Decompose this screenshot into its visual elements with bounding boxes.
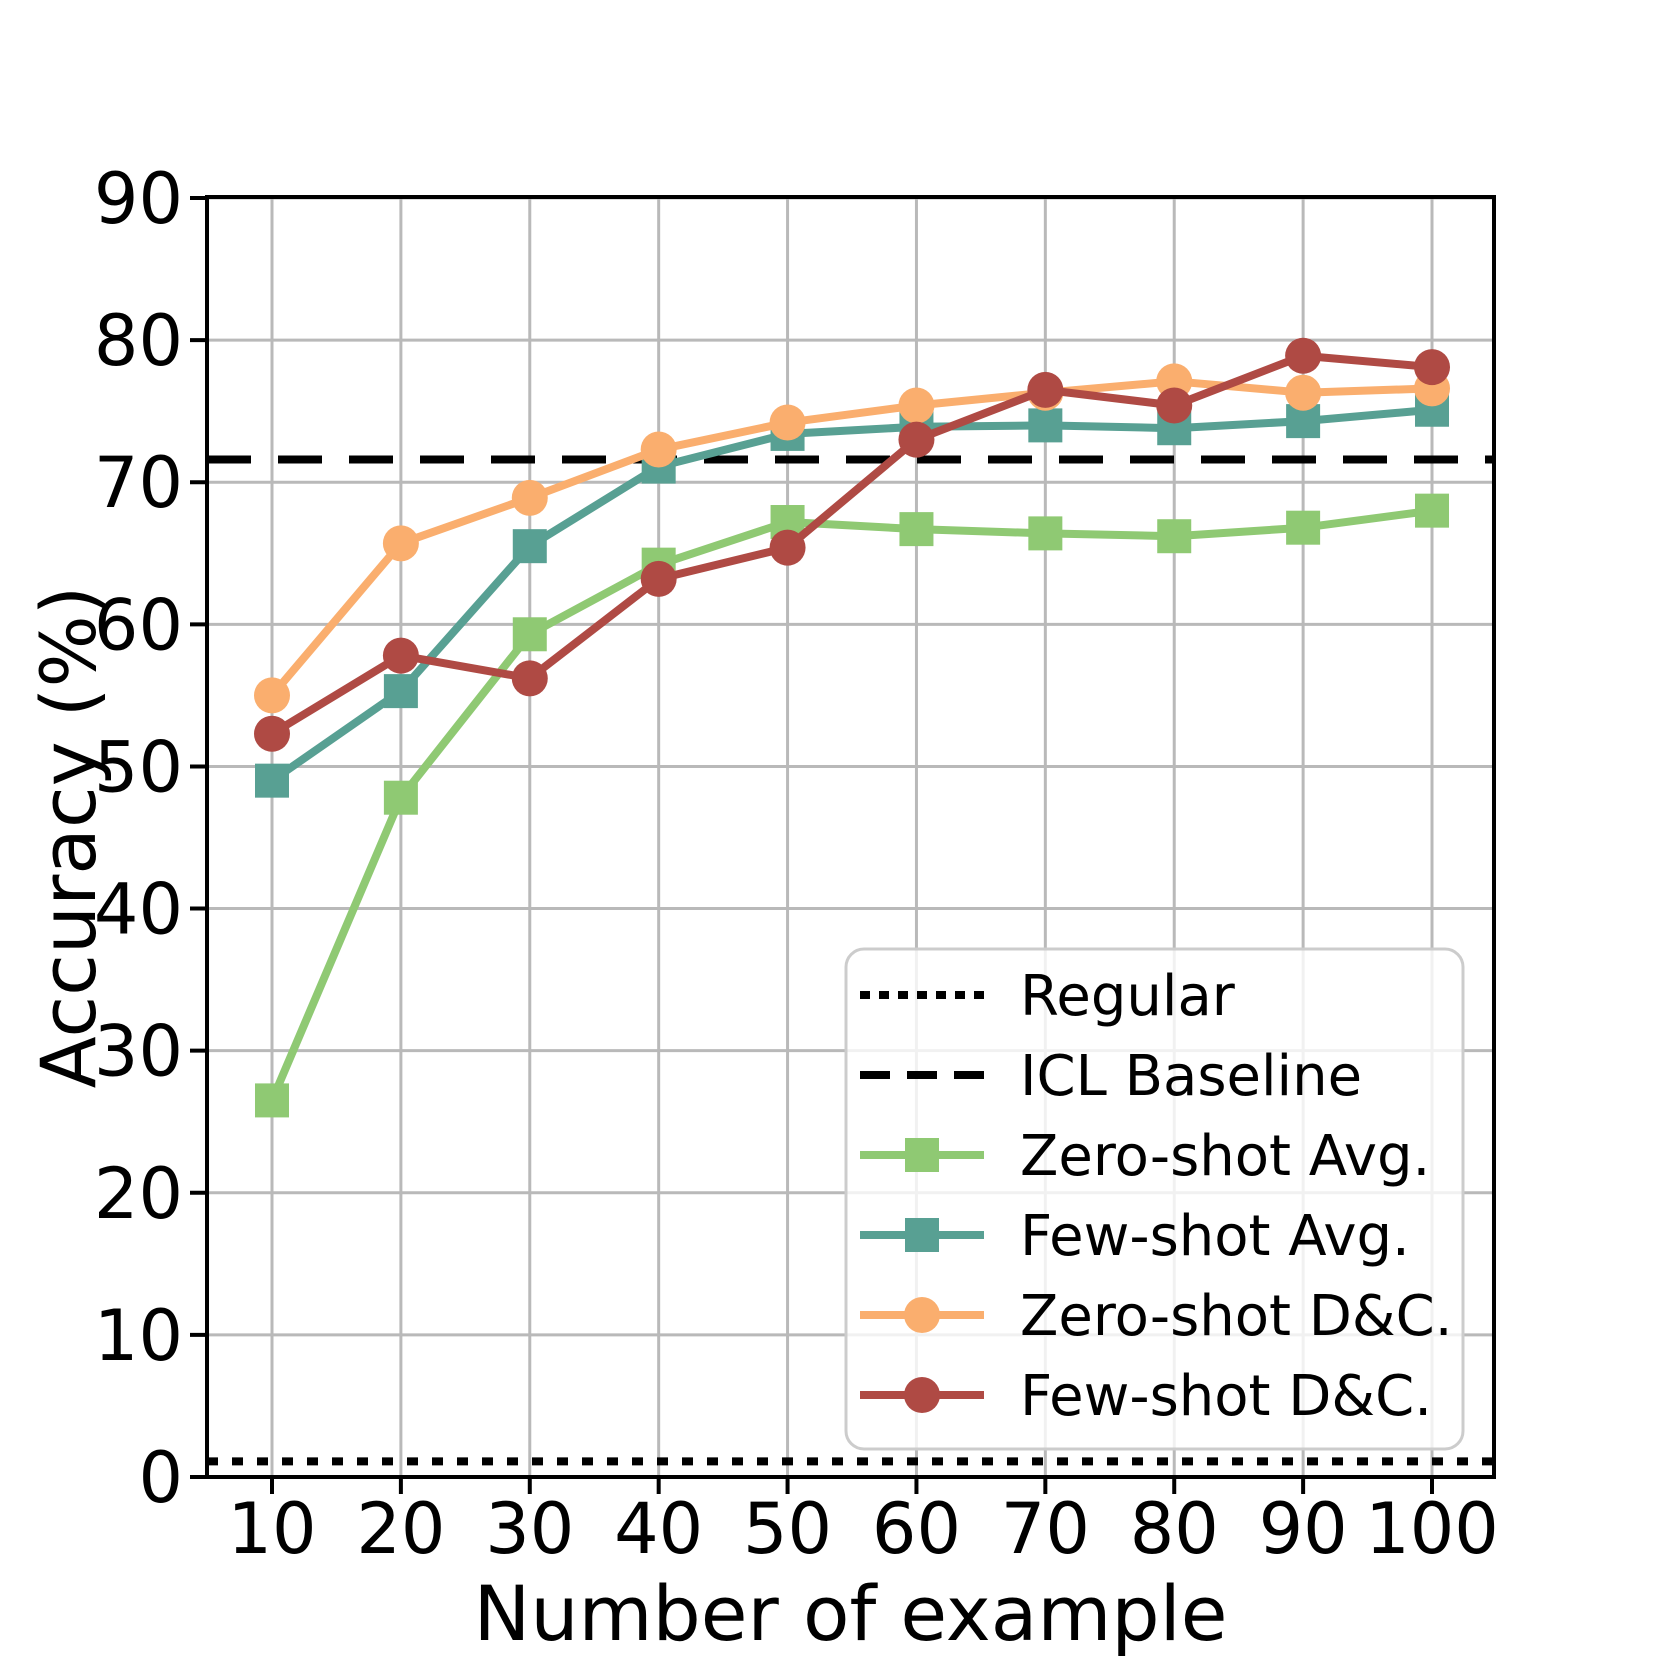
legend-sample-circle-marker: [904, 1297, 940, 1333]
legend-item-few-shot-avg: Few-shot Avg.: [860, 1204, 1410, 1269]
y-axis-label: Accuracy (%): [24, 586, 113, 1089]
data-point-zero-shot-d-c-10: [254, 677, 290, 714]
x-tick-label: 100: [1365, 1488, 1499, 1570]
series-few-shot-d-c: [254, 337, 1451, 752]
data-point-few-shot-d-c-60: [898, 421, 935, 458]
legend-label: ICL Baseline: [1020, 1044, 1362, 1109]
y-tick-label: 40: [94, 869, 183, 951]
data-point-zero-shot-d-c-50: [769, 404, 806, 441]
legend-label: Zero-shot Avg.: [1020, 1124, 1430, 1189]
legend-label: Zero-shot D&C.: [1020, 1284, 1453, 1349]
data-point-zero-shot-d-c-90: [1285, 374, 1322, 411]
data-point-zero-shot-avg-80: [1157, 519, 1192, 554]
legend: Regular ICL Baseline Zero-shot Avg. Few-sho…: [844, 947, 1465, 1451]
data-point-zero-shot-d-c-20: [382, 525, 419, 562]
series-line-few-shot-d-c: [268, 351, 1437, 738]
legend-label: Regular: [1020, 964, 1236, 1029]
data-point-zero-shot-d-c-60: [898, 387, 935, 424]
data-point-zero-shot-d-c-30: [511, 479, 548, 516]
y-tick-label: 0: [138, 1437, 183, 1519]
plot-border: [205, 195, 1496, 1479]
legend-item-zero-shot-d-c: Zero-shot D&C.: [860, 1284, 1453, 1349]
data-point-zero-shot-avg-90: [1286, 510, 1321, 545]
series-line-zero-shot-avg: [268, 506, 1437, 1105]
data-point-zero-shot-avg-60: [899, 512, 934, 547]
legend-item-regular: Regular: [860, 964, 1236, 1029]
data-point-few-shot-d-c-40: [640, 560, 677, 597]
data-point-few-shot-d-c-10: [254, 715, 290, 752]
y-tick-label: 30: [94, 1011, 183, 1093]
series-line-few-shot-avg: [268, 405, 1437, 785]
legend-sample-square-marker: [905, 1218, 939, 1252]
x-tick-label: 10: [227, 1488, 316, 1570]
y-tick-label: 60: [94, 584, 183, 666]
data-point-zero-shot-avg-20: [383, 780, 418, 815]
y-tick-label: 70: [94, 442, 183, 524]
data-point-few-shot-avg-70: [1028, 408, 1063, 443]
y-tick-label: 10: [94, 1295, 183, 1377]
data-point-few-shot-avg-20: [383, 674, 418, 709]
legend-label: Few-shot Avg.: [1020, 1204, 1410, 1269]
x-tick-label: 90: [1259, 1488, 1348, 1570]
data-point-few-shot-d-c-20: [382, 637, 419, 674]
legend-item-zero-shot-avg: Zero-shot Avg.: [860, 1124, 1430, 1189]
legend-item-few-shot-d-c: Few-shot D&C.: [860, 1364, 1432, 1429]
data-point-few-shot-d-c-100: [1414, 349, 1451, 386]
x-tick-label: 30: [485, 1488, 574, 1570]
x-axis-label: Number of example: [474, 1569, 1228, 1658]
y-tick-label: 90: [94, 158, 183, 240]
legend-box: [844, 947, 1465, 1451]
x-tick-label: 80: [1130, 1488, 1219, 1570]
x-tick-label: 20: [356, 1488, 445, 1570]
y-tick-label: 80: [94, 300, 183, 382]
data-point-zero-shot-d-c-40: [640, 431, 677, 468]
data-point-few-shot-d-c-80: [1156, 387, 1193, 424]
data-point-few-shot-avg-10: [255, 763, 289, 798]
data-point-zero-shot-avg-30: [512, 617, 547, 652]
x-tick-label: 40: [614, 1488, 703, 1570]
legend-sample-circle-marker: [904, 1377, 940, 1413]
x-tick-label: 60: [872, 1488, 961, 1570]
x-tick-label: 50: [743, 1488, 832, 1570]
data-point-few-shot-d-c-50: [769, 529, 806, 566]
x-tick-label: 70: [1001, 1488, 1090, 1570]
y-tick-label: 20: [94, 1153, 183, 1235]
data-point-few-shot-d-c-30: [511, 660, 548, 697]
series-line-zero-shot-d-c: [268, 377, 1437, 700]
data-point-few-shot-avg-30: [512, 529, 547, 564]
legend-sample-square-marker: [905, 1138, 939, 1172]
data-point-few-shot-d-c-90: [1285, 337, 1322, 374]
legend-item-icl-baseline: ICL Baseline: [860, 1044, 1362, 1109]
data-point-zero-shot-avg-70: [1028, 516, 1063, 551]
data-point-few-shot-d-c-70: [1027, 371, 1064, 408]
data-point-zero-shot-avg-100: [1415, 493, 1450, 528]
legend-label: Few-shot D&C.: [1020, 1364, 1432, 1429]
y-tick-label: 50: [94, 726, 183, 808]
data-point-zero-shot-avg-10: [255, 1083, 289, 1118]
